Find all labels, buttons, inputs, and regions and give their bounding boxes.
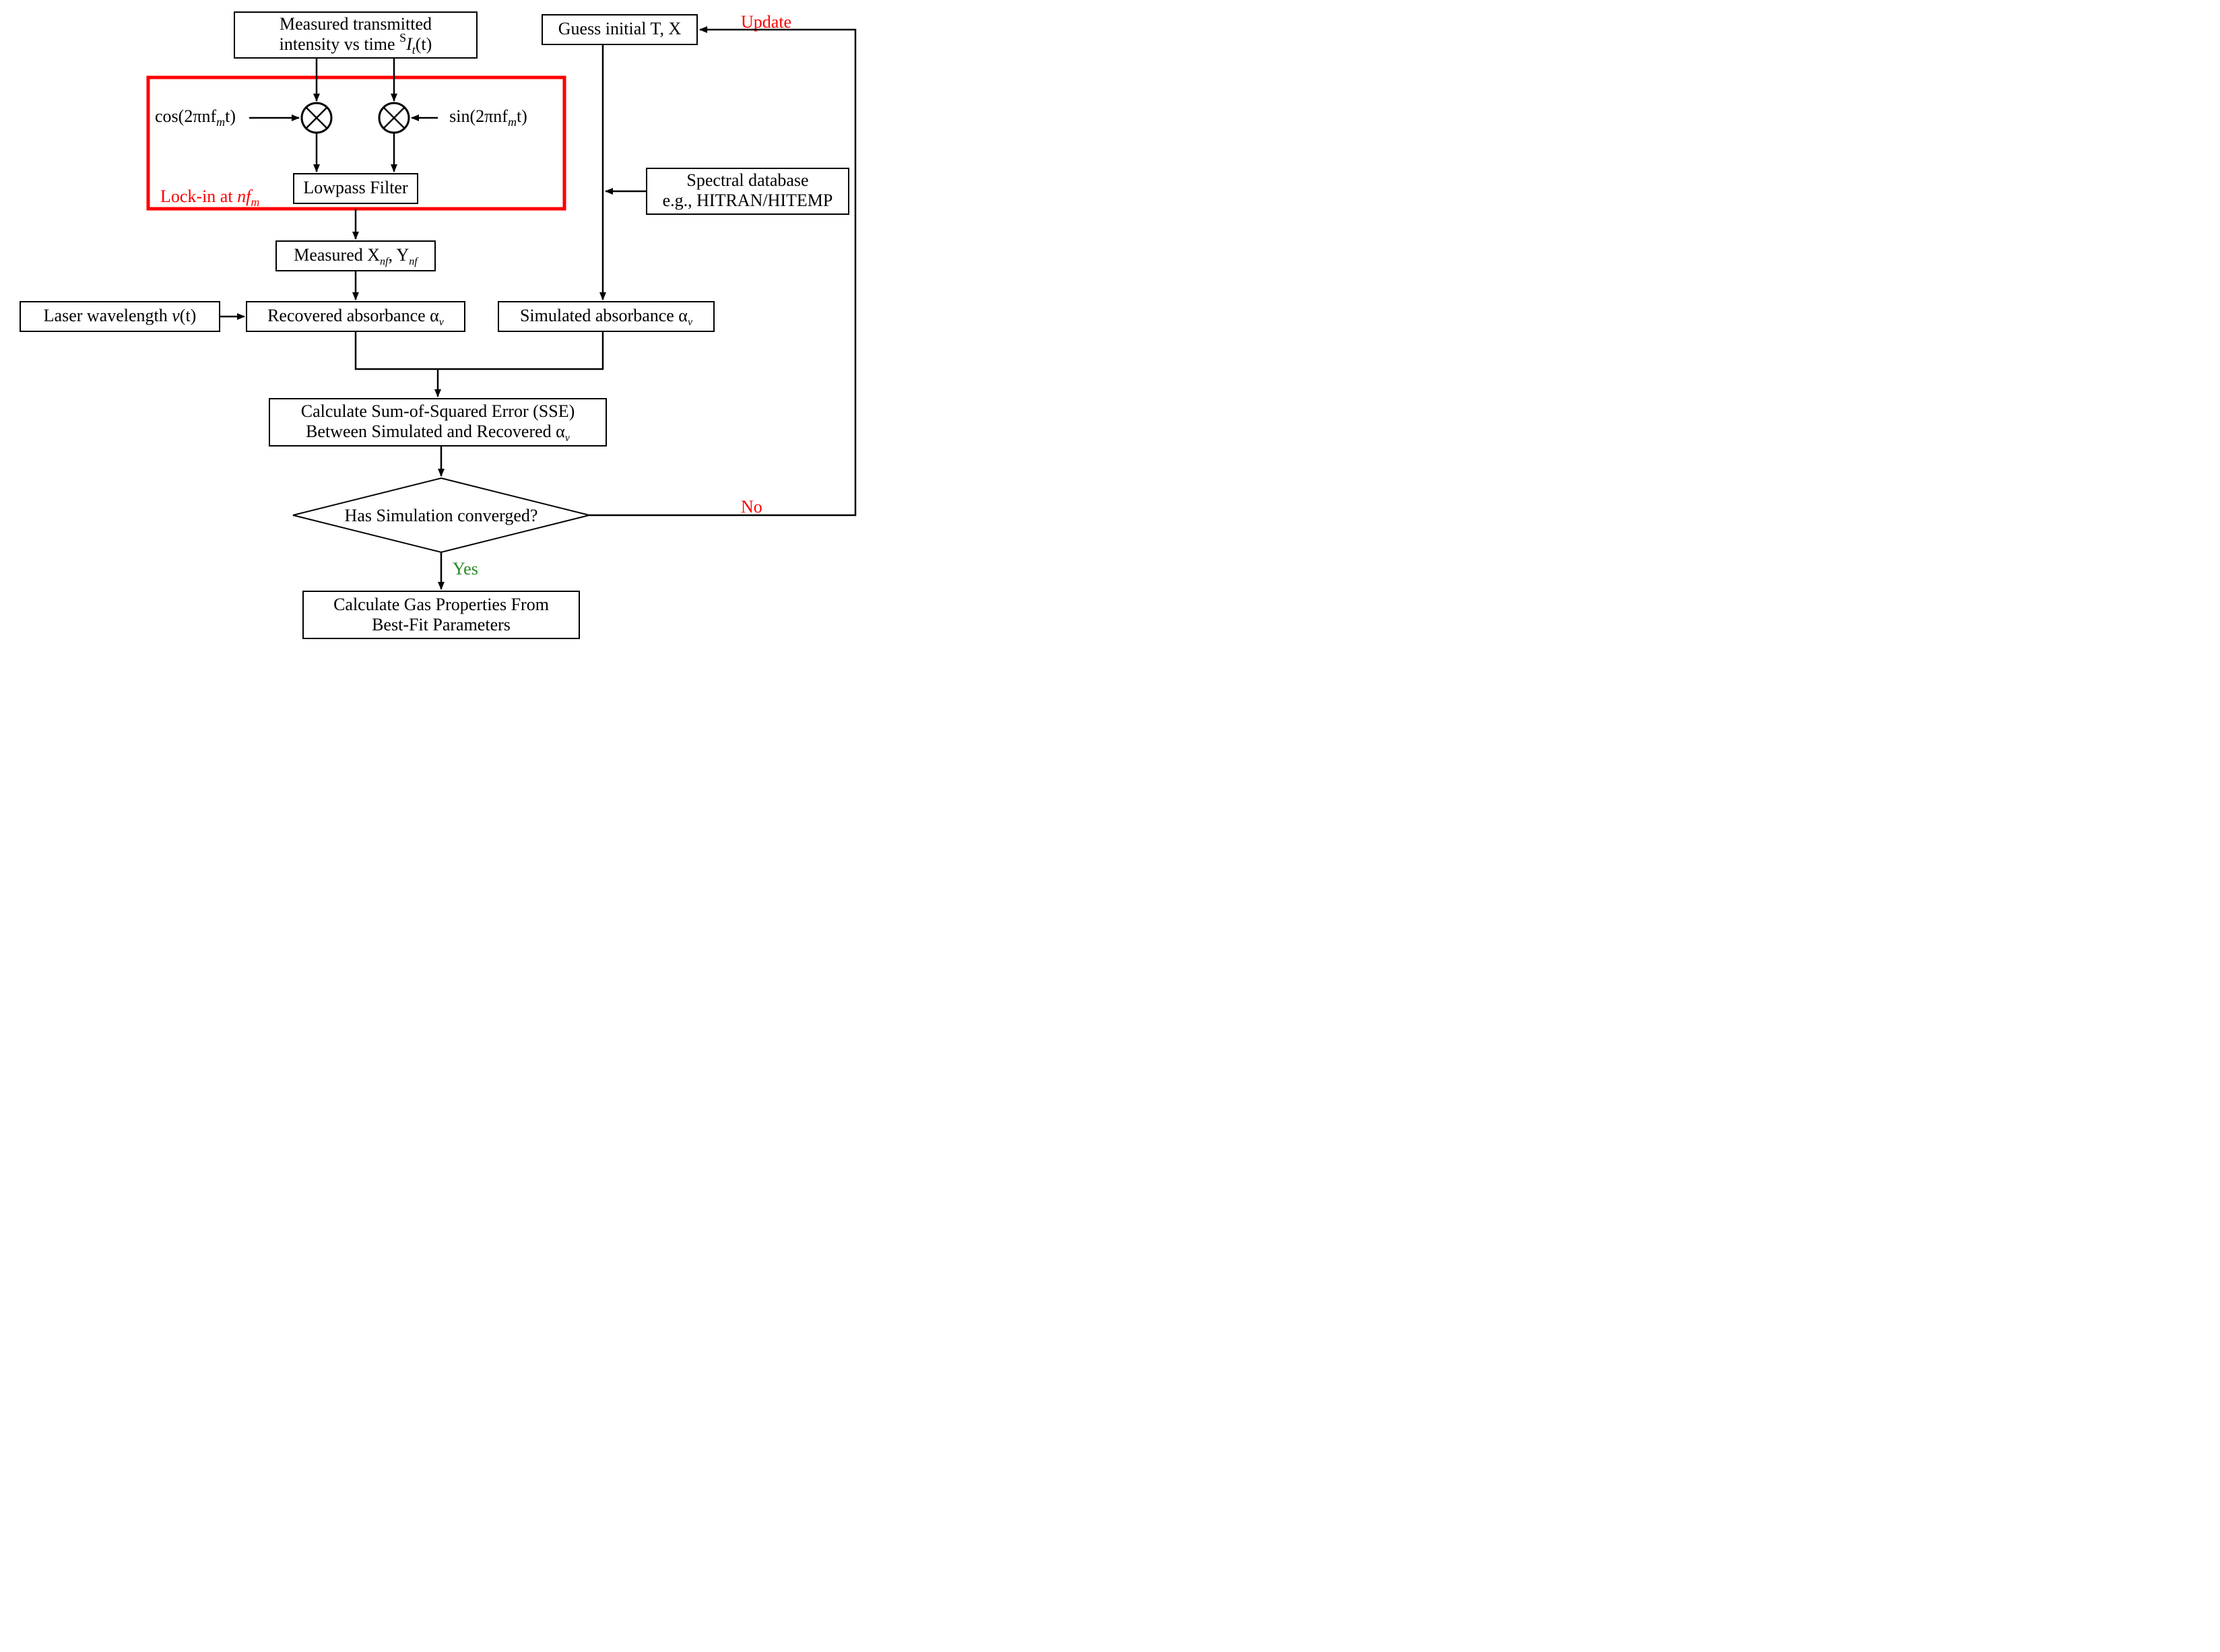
spectral-db-line2: e.g., HITRAN/HITEMP (663, 191, 833, 210)
spectral-db-line1: Spectral database (686, 170, 808, 190)
guess-tx-label: Guess initial T, X (558, 19, 682, 38)
node-guess-tx: Guess initial T, X (542, 15, 697, 44)
laser-wavelength-label: Laser wavelength v(t) (44, 306, 197, 325)
node-spectral-database: Spectral database e.g., HITRAN/HITEMP (647, 168, 849, 214)
node-laser-wavelength: Laser wavelength v(t) (20, 302, 220, 331)
gas-props-line1: Calculate Gas Properties From (333, 595, 549, 614)
mixer-right-icon (379, 103, 409, 133)
node-measured-intensity: Measured transmitted intensity vs time S… (234, 12, 477, 58)
node-gas-properties: Calculate Gas Properties From Best-Fit P… (303, 591, 579, 638)
node-simulated-absorbance: Simulated absorbance αv (498, 302, 714, 331)
node-measured-xy: Measured Xnf, Ynf (276, 241, 435, 271)
edge-simulated-to-merge (438, 331, 603, 369)
measured-intensity-line1: Measured transmitted (280, 14, 432, 34)
yes-label: Yes (453, 559, 478, 579)
no-label: No (741, 497, 762, 517)
sin-label: sin(2πnfmt) (449, 106, 527, 129)
lowpass-label: Lowpass Filter (303, 178, 408, 197)
measured-xy-label: Measured Xnf, Ynf (294, 245, 419, 267)
sse-line2: Between Simulated and Recovered αv (306, 422, 570, 444)
decision-label: Has Simulation converged? (345, 506, 538, 525)
recovered-absorbance-label: Recovered absorbance αv (267, 306, 445, 328)
node-recovered-absorbance: Recovered absorbance αv (247, 302, 465, 331)
simulated-absorbance-label: Simulated absorbance αv (520, 306, 693, 328)
node-decision: Has Simulation converged? (293, 478, 589, 552)
node-sse: Calculate Sum-of-Squared Error (SSE) Bet… (269, 399, 606, 446)
sse-line1: Calculate Sum-of-Squared Error (SSE) (301, 401, 575, 421)
gas-props-line2: Best-Fit Parameters (372, 615, 511, 634)
cos-label: cos(2πnfmt) (155, 106, 236, 129)
lock-in-label: Lock-in at nfm (160, 187, 259, 209)
mixer-left-icon (302, 103, 331, 133)
update-label: Update (741, 12, 791, 32)
node-lowpass-filter: Lowpass Filter (294, 174, 418, 203)
edge-decision-no-loop (589, 30, 855, 515)
measured-intensity-line2: intensity vs time SIt(t) (280, 31, 432, 57)
edge-recovered-to-merge (356, 331, 438, 369)
